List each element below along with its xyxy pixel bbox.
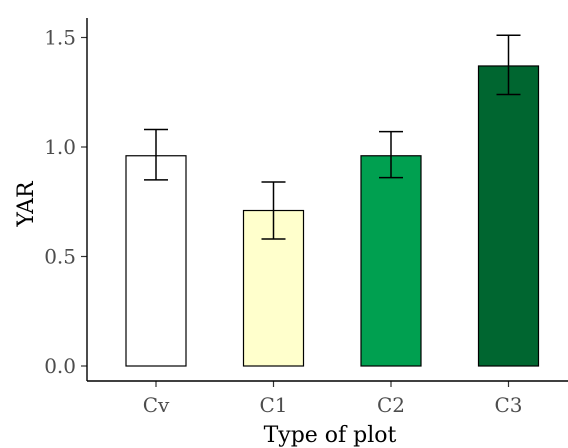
bar-c3 [477,65,540,367]
error-bar-c2 [379,130,403,179]
bar-cv [125,155,187,367]
bar-c2 [360,155,422,367]
y-tick-label: 0.5 [44,245,76,269]
bars [125,65,540,367]
x-axis-title: Type of plot [264,423,397,448]
y-axis-ticks: 0.0 0.5 1.0 1.5 [44,26,87,378]
y-tick-label: 1.5 [44,26,76,50]
x-tick-label: C2 [377,393,405,417]
error-bars [144,34,521,240]
y-axis-title: YAR [14,180,39,228]
x-axis-ticks: Cv C1 C2 C3 [143,381,523,417]
error-bar-cv [144,128,168,181]
x-tick-label: C1 [259,393,287,417]
error-bar-c1 [261,181,286,240]
x-tick-label: Cv [143,393,170,417]
error-bar-c3 [496,34,521,96]
x-tick-label: C3 [494,393,522,417]
y-tick-label: 0.0 [44,354,76,378]
y-tick-label: 1.0 [44,135,76,159]
